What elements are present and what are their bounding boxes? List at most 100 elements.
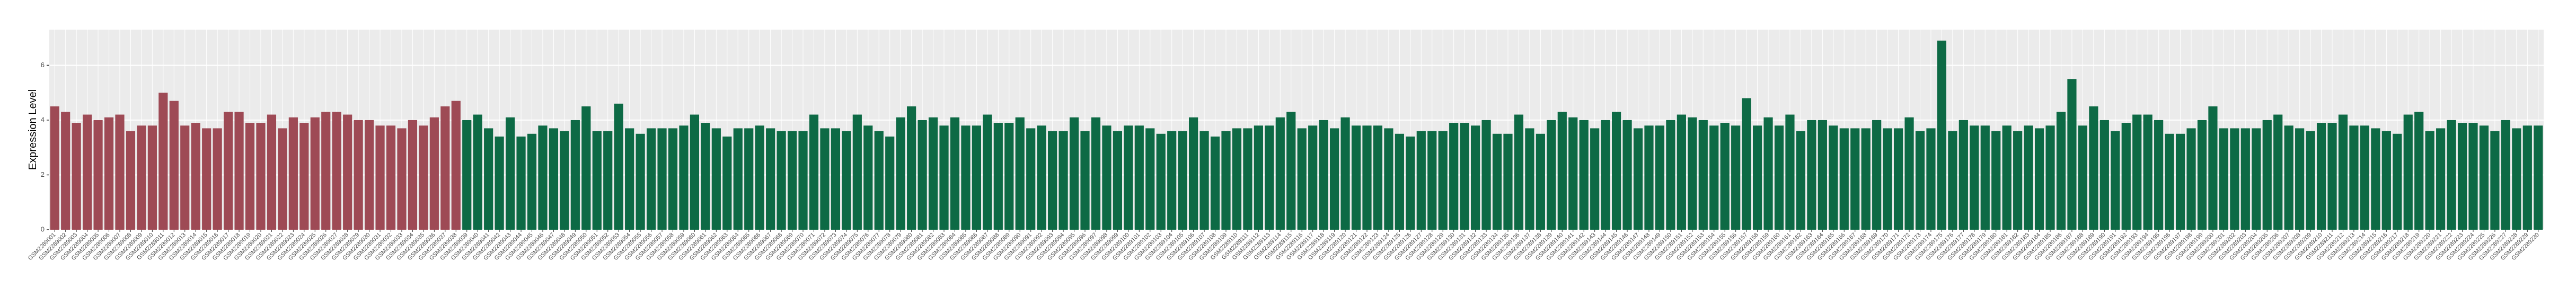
bar [1503,133,1513,230]
bar [2013,131,2023,230]
bar [1926,128,1936,230]
bar [2099,120,2109,230]
bar [1731,125,1741,230]
bar [386,125,396,230]
bar [1720,123,1730,230]
y-axis-label: Expression Level [27,89,39,170]
bar [115,114,125,230]
bar [429,117,439,230]
bar [1254,125,1263,230]
bar [1709,125,1719,230]
bar [202,128,211,230]
bar [158,93,168,230]
bar [1579,120,1589,230]
bar [2262,120,2272,230]
bar [1199,131,1209,230]
bar [343,114,352,230]
bar [690,114,700,230]
bar [2056,112,2066,230]
bar [549,128,559,230]
bar [2512,128,2521,230]
bar [516,136,526,230]
bar [2425,131,2434,230]
bar [375,125,385,230]
bar [2360,125,2369,230]
bar [2002,125,2012,230]
bar [1460,123,1469,230]
bar [2295,128,2305,230]
bar [288,117,298,230]
bar [993,123,1003,230]
bar [1026,128,1036,230]
bar [2219,128,2228,230]
bar [1590,128,1600,230]
y-tick-label: 0 [41,225,45,233]
bar [1763,117,1773,230]
bar [484,128,493,230]
bar [1861,128,1871,230]
bar [1959,120,1968,230]
bar [1807,120,1816,230]
bar [1492,133,1502,230]
bar [983,114,992,230]
bar [72,123,81,230]
y-tick-label: 2 [41,170,45,178]
bar [1547,120,1556,230]
bar [93,120,103,230]
bar [1481,120,1491,230]
bar [473,114,482,230]
bar [722,136,732,230]
bar [701,123,710,230]
bar [907,106,916,230]
bar [1308,125,1318,230]
bar [1091,117,1101,230]
bar [679,125,689,230]
bar [1872,120,1882,230]
bar [831,128,841,230]
bar [1622,120,1632,230]
bar [1178,131,1187,230]
bar [852,114,862,230]
bar [1774,125,1784,230]
bar [809,114,819,230]
bar [939,125,949,230]
bar [2393,133,2402,230]
bar [451,101,461,230]
bar [755,125,764,230]
bar [1688,117,1697,230]
bar [1373,125,1383,230]
bar [2306,131,2315,230]
bar [278,128,287,230]
bar [2522,125,2532,230]
bar [408,120,418,230]
bar [1145,128,1155,230]
bar [2490,131,2500,230]
bar [2468,123,2478,230]
bar [636,133,645,230]
bar [2111,131,2120,230]
bar [896,117,905,230]
bar [2024,125,2033,230]
bar [2273,114,2283,230]
bar [668,128,678,230]
bar [538,125,548,230]
bar [1698,120,1708,230]
y-tick-label: 6 [41,61,45,69]
bar [2230,128,2239,230]
bar [2175,133,2185,230]
bar [2457,123,2467,230]
bar [2414,112,2424,230]
bar [1319,120,1328,230]
bar [1514,114,1524,230]
bar [1351,125,1361,230]
bar [1395,133,1404,230]
bar [1991,131,2001,230]
bar [2534,125,2543,230]
bar [191,123,200,230]
bar [2327,123,2337,230]
bar [2121,123,2131,230]
bar [842,131,851,230]
bar [2186,128,2196,230]
bar [61,112,70,230]
